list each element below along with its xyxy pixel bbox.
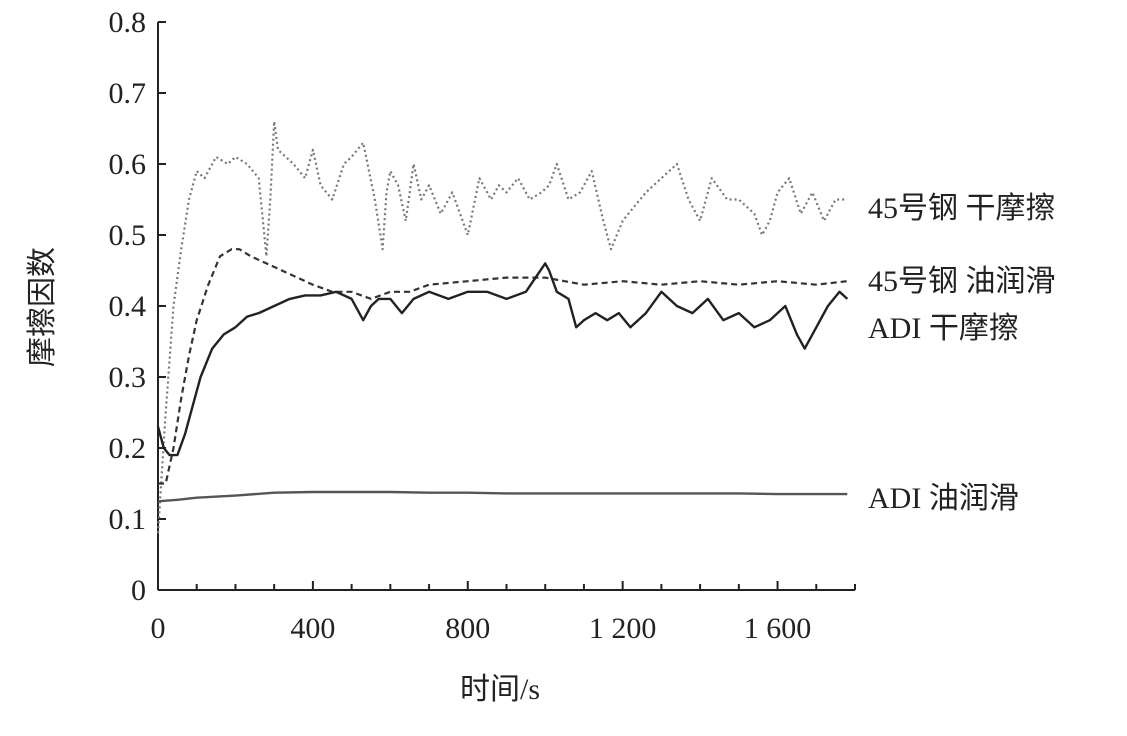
series-line-2 <box>158 248 848 485</box>
y-tick-label: 0.5 <box>109 219 147 252</box>
y-tick-label: 0.3 <box>109 361 147 394</box>
y-axis-title: 摩擦因数 <box>26 247 59 367</box>
series-line-1 <box>156 120 848 534</box>
axes: 0 0.1 0.2 0.3 0.4 0.5 0.6 0.7 0.8 0 400 800 1 200 1 6… <box>109 6 856 645</box>
x-tick-label: 1 600 <box>744 612 812 645</box>
series-label-3: ADI 干摩擦 <box>868 312 1019 345</box>
series-label-4: ADI 油润滑 <box>868 482 1019 515</box>
y-tick-label: 0.7 <box>109 77 147 110</box>
series-label-2: 45号钢 油润滑 <box>868 265 1056 298</box>
y-tick-label: 0.8 <box>109 6 147 39</box>
series-line-3 <box>156 262 849 457</box>
x-tick-label: 800 <box>445 612 490 645</box>
y-tick-label: 0.1 <box>109 503 147 536</box>
series-layer <box>156 120 849 534</box>
x-tick-label: 1 200 <box>589 612 657 645</box>
y-tick-label: 0.2 <box>109 432 147 465</box>
y-tick-label: 0.4 <box>109 290 147 323</box>
series-line-4 <box>157 490 848 503</box>
x-tick-label: 0 <box>151 612 166 645</box>
series-label-1: 45号钢 干摩擦 <box>868 192 1056 225</box>
series-labels: 45号钢 干摩擦 45号钢 油润滑 ADI 干摩擦 ADI 油润滑 <box>868 192 1056 515</box>
y-tick-label: 0 <box>131 574 146 607</box>
y-tick-label: 0.6 <box>109 148 147 181</box>
x-axis-title: 时间/s <box>460 673 540 706</box>
x-tick-label: 400 <box>290 612 335 645</box>
